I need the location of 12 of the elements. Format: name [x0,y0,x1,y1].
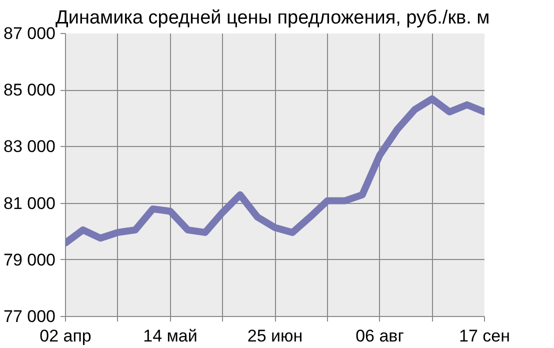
y-tick-label: 83 000 [4,137,56,156]
x-tick-label: 02 апр [40,326,92,346]
x-tick-label: 14 май [143,326,198,346]
y-tick-label: 77 000 [4,307,56,326]
x-tick-label: 17 сен [459,326,510,346]
chart-title: Динамика средней цены предложения, руб./кв. м [56,8,490,28]
y-tick-label: 85 000 [4,80,56,100]
x-tick-label: 25 июн [247,326,303,346]
y-tick-label: 87 000 [4,24,56,43]
x-tick-label: 06 авг [356,326,404,346]
y-tick-label: 79 000 [4,250,56,270]
y-tick-label: 81 000 [4,194,56,213]
